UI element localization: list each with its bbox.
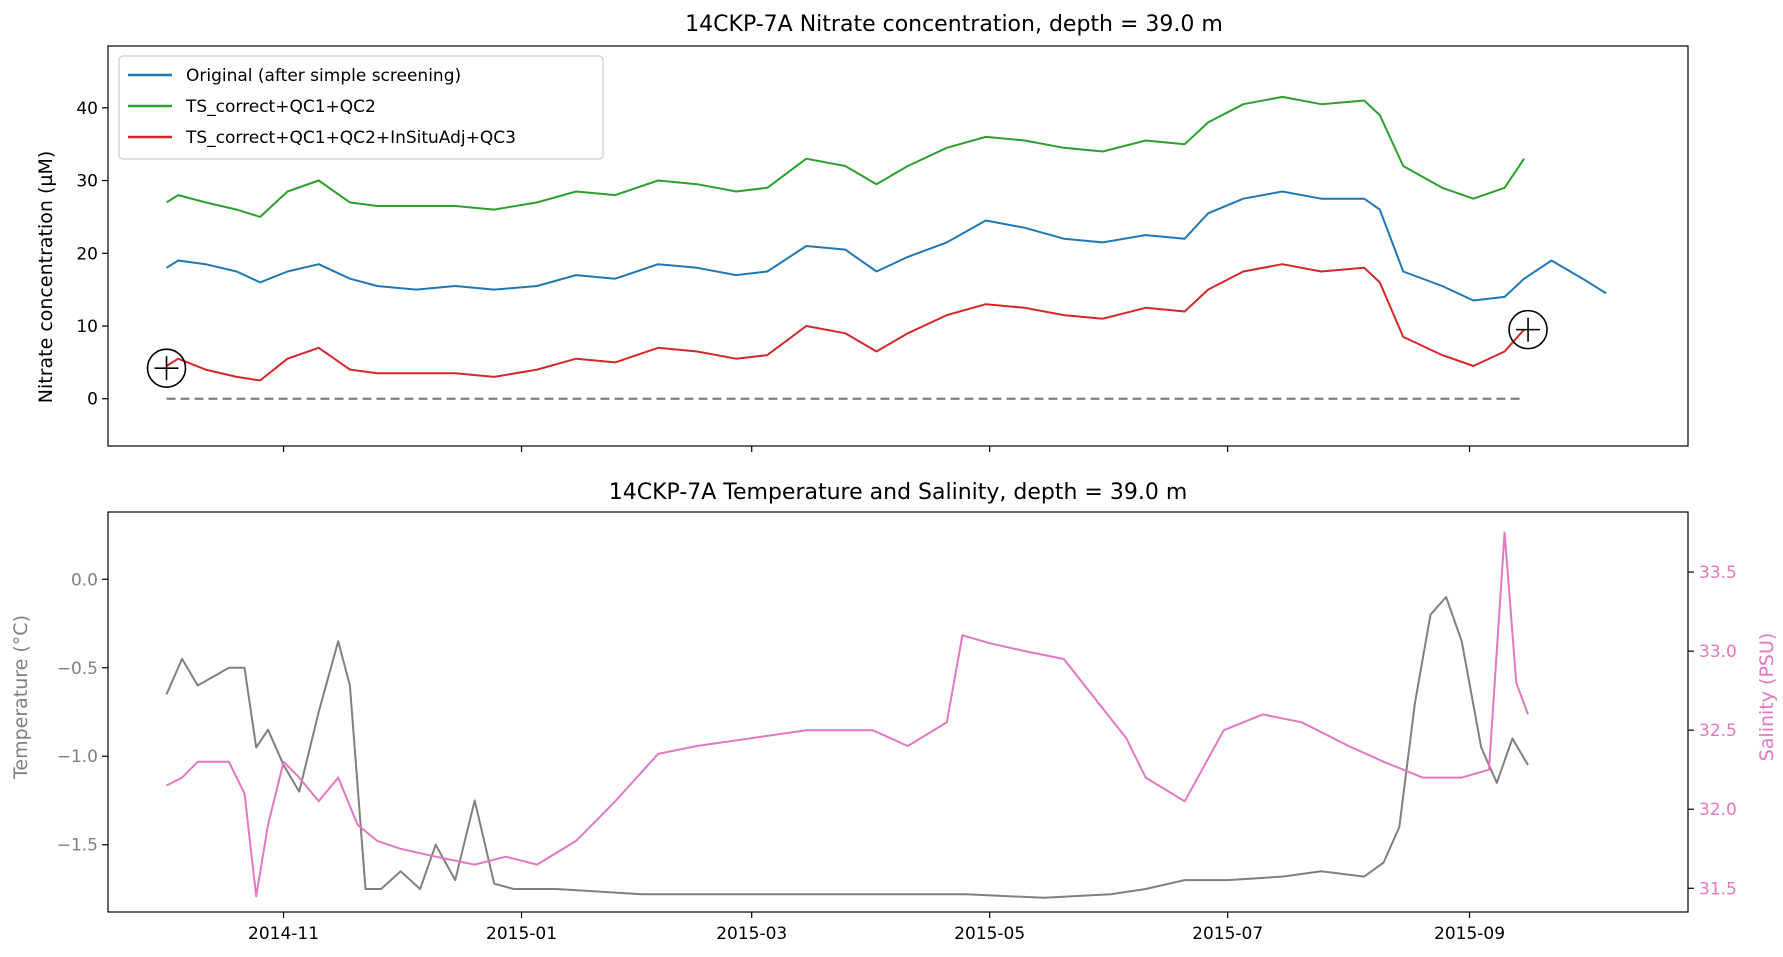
y-tick-label-left: 0.0 — [71, 570, 98, 590]
y-tick-label-right: 33.5 — [1699, 563, 1737, 583]
plot-frame — [107, 45, 1689, 447]
legend-entry: Original (after simple screening) — [186, 66, 461, 86]
y-axis-label: Nitrate concentration (µM) — [35, 151, 57, 404]
legend-entry: TS_correct+QC1+QC2 — [185, 97, 376, 117]
chart-title: 14CKP-7A Nitrate concentration, depth = … — [685, 12, 1223, 37]
y-tick-label: 30 — [76, 172, 98, 192]
y-tick-label-left: −1.0 — [57, 747, 98, 767]
legend-box — [118, 55, 604, 160]
x-tick-label: 2015-07 — [1192, 924, 1263, 944]
temperature-line — [165, 596, 1529, 899]
x-tick-label: 2015-01 — [486, 924, 557, 944]
x-axis: 2014-11 2015-01 2015-03 2015-05 2015-07 2015-… — [248, 912, 1505, 944]
series-line-2 — [165, 95, 1525, 218]
nitrate-chart: 14CKP-7A Nitrate concentration, depth = … — [35, 12, 1689, 452]
y-axis: 0 10 20 30 40 — [76, 99, 108, 410]
legend-entry: TS_correct+QC1+QC2+InSituAdj+QC3 — [185, 128, 516, 148]
x-tick-label: 2015-05 — [954, 924, 1025, 944]
circled-plus-marker-1 — [146, 348, 187, 388]
y-axis-left: 0.0 −0.5 −1.0 −1.5 — [57, 570, 108, 856]
y-tick-label-right: 33.0 — [1699, 642, 1737, 662]
chart-title: 14CKP-7A Temperature and Salinity, depth… — [609, 480, 1188, 505]
y-axis-right: 33.5 33.0 32.5 32.0 31.5 — [1688, 563, 1737, 899]
salinity-line — [166, 531, 1529, 898]
x-axis — [282, 446, 1471, 452]
circled-plus-marker-2 — [1508, 309, 1548, 350]
y-tick-label: 0 — [87, 390, 98, 410]
series-lines — [165, 95, 1607, 382]
x-tick-label: 2015-03 — [716, 924, 787, 944]
y-tick-label-right: 31.5 — [1699, 879, 1737, 899]
y-tick-label: 10 — [76, 317, 98, 337]
legend: Original (after simple screening) TS_corr… — [118, 55, 604, 160]
y-tick-label: 20 — [76, 244, 98, 264]
y-axis-label-left: Temperature (°C) — [10, 615, 32, 780]
y-tick-label-right: 32.0 — [1699, 800, 1737, 820]
x-tick-label: 2014-11 — [248, 924, 319, 944]
x-tick-label: 2015-09 — [1434, 924, 1505, 944]
series-lines — [165, 531, 1529, 899]
y-tick-label-left: −1.5 — [57, 836, 98, 856]
y-tick-label: 40 — [76, 99, 98, 119]
plot-frame — [107, 511, 1689, 913]
temperature-salinity-chart: 14CKP-7A Temperature and Salinity, depth… — [10, 480, 1778, 944]
y-axis-label-right: Salinity (PSU) — [1756, 633, 1778, 762]
y-tick-label-left: −0.5 — [57, 659, 98, 679]
series-line-1 — [165, 190, 1607, 302]
y-tick-label-right: 32.5 — [1699, 721, 1737, 741]
series-line-3 — [165, 263, 1525, 382]
marker-group — [146, 309, 1548, 388]
